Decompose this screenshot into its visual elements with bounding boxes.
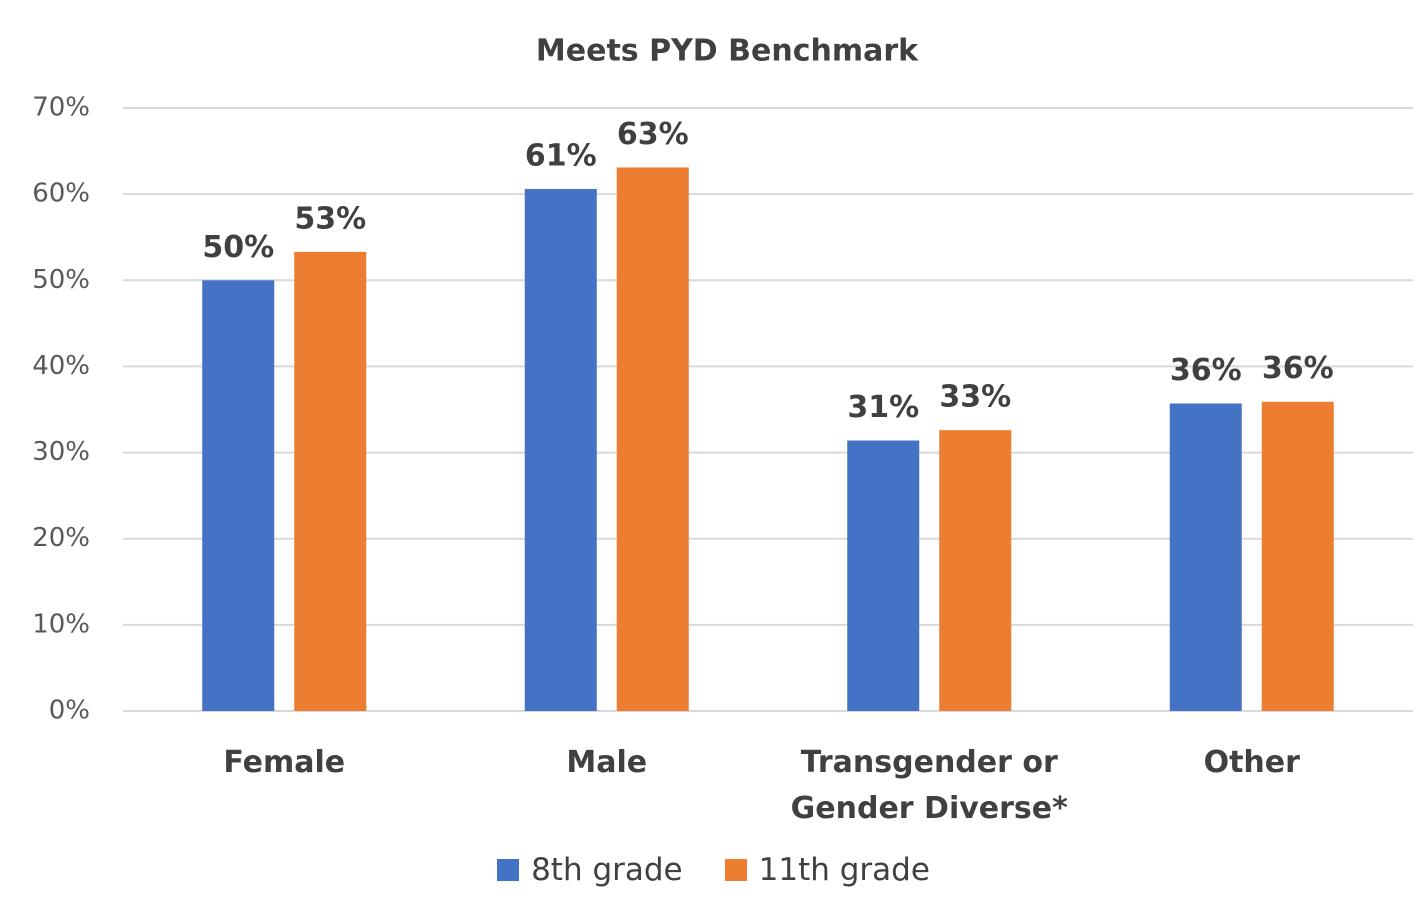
data-label: 36% xyxy=(1170,353,1242,388)
data-label: 33% xyxy=(939,380,1011,415)
bar xyxy=(616,167,689,711)
chart-title: Meets PYD Benchmark xyxy=(536,34,919,69)
bar xyxy=(1169,403,1242,711)
legend: 8th grade 11th grade xyxy=(0,852,1427,888)
y-tick-label: 0% xyxy=(49,696,90,726)
y-tick-label: 40% xyxy=(32,351,90,381)
data-label: 50% xyxy=(202,230,274,265)
x-tick-label: Other xyxy=(1203,745,1300,780)
data-label: 31% xyxy=(847,390,919,425)
bar xyxy=(294,251,367,711)
legend-label: 11th grade xyxy=(758,852,930,888)
legend-item: 8th grade xyxy=(497,852,683,888)
y-tick-label: 30% xyxy=(32,437,90,467)
legend-swatch xyxy=(724,859,747,881)
y-tick-label: 20% xyxy=(32,523,90,553)
data-label: 61% xyxy=(525,138,597,173)
bar xyxy=(847,440,920,711)
bar xyxy=(202,280,275,711)
x-tick-label: Female xyxy=(223,745,346,780)
bar xyxy=(524,188,597,711)
y-tick-label: 10% xyxy=(32,609,90,639)
data-label: 36% xyxy=(1262,351,1334,386)
bar xyxy=(1261,401,1334,711)
y-tick-label: 50% xyxy=(32,265,90,295)
y-tick-label: 70% xyxy=(32,93,90,123)
x-tick-label: Male xyxy=(566,745,648,780)
legend-swatch xyxy=(497,859,520,881)
y-tick-label: 60% xyxy=(32,179,90,209)
data-label: 63% xyxy=(617,117,689,152)
legend-label: 8th grade xyxy=(531,852,683,888)
bar xyxy=(939,430,1012,711)
x-tick-label: Transgender or Gender Diverse* xyxy=(790,745,1068,826)
data-label: 53% xyxy=(294,201,366,236)
legend-item: 11th grade xyxy=(724,852,930,888)
